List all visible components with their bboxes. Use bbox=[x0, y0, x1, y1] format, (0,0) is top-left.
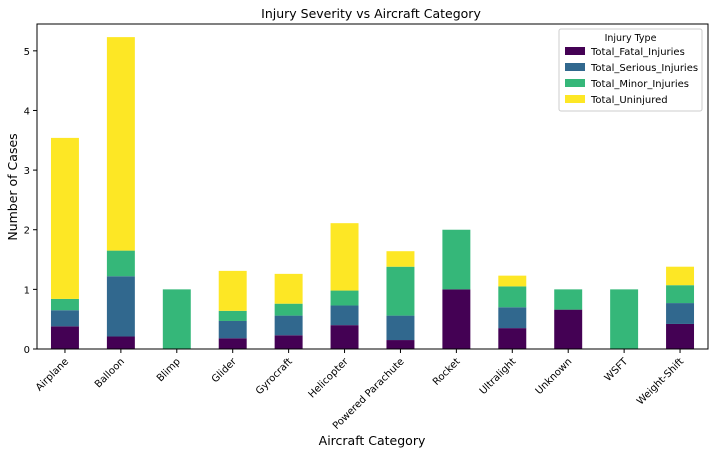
bar-segment bbox=[386, 315, 415, 341]
bar-segment bbox=[330, 290, 359, 306]
x-tick-label: Weight-Shift bbox=[635, 356, 686, 407]
legend-swatch bbox=[565, 95, 585, 103]
bar-segment bbox=[106, 276, 135, 337]
plot-frame bbox=[36, 23, 709, 350]
bar-segment bbox=[218, 338, 247, 349]
x-tick-label: Helicopter bbox=[307, 356, 352, 401]
y-tick-label: 3 bbox=[24, 166, 30, 177]
legend-label: Total_Uninjured bbox=[590, 95, 668, 106]
legend-swatch bbox=[565, 79, 585, 87]
bar-segment bbox=[498, 275, 527, 287]
bar-segment bbox=[106, 37, 135, 251]
bar-segment bbox=[50, 310, 79, 327]
y-tick-label: 4 bbox=[24, 106, 30, 117]
bar-segment bbox=[554, 289, 583, 310]
x-tick-label: Glider bbox=[210, 356, 240, 386]
bar-segment bbox=[330, 325, 359, 349]
bar-segment bbox=[218, 320, 247, 339]
legend-label: Total_Fatal_Injuries bbox=[590, 47, 685, 58]
bar-segment bbox=[274, 273, 303, 304]
bar-segment bbox=[386, 251, 415, 267]
bar-segment bbox=[50, 326, 79, 349]
x-axis-label: Aircraft Category bbox=[319, 433, 426, 448]
bar-segment bbox=[666, 266, 695, 286]
bar-segment bbox=[218, 310, 247, 321]
x-tick-label: Blimp bbox=[155, 356, 183, 384]
x-tick-label: Unknown bbox=[534, 356, 575, 397]
bar-segment bbox=[442, 289, 471, 349]
legend-title: Injury Type bbox=[605, 33, 657, 44]
bar-segment bbox=[666, 285, 695, 304]
x-tick-label: Gyrocraft bbox=[254, 356, 295, 397]
bar-segment bbox=[274, 335, 303, 349]
bar-segment bbox=[218, 270, 247, 311]
y-tick-label: 1 bbox=[24, 285, 30, 296]
legend-label: Total_Minor_Injuries bbox=[590, 79, 689, 90]
y-tick-label: 5 bbox=[24, 47, 30, 58]
bar-segment bbox=[50, 137, 79, 299]
legend: Injury Type Total_Fatal_Injuries Total_Ser… bbox=[558, 28, 703, 112]
bar-segment bbox=[386, 340, 415, 349]
y-axis-label: Number of Cases bbox=[5, 133, 20, 240]
bar-segment bbox=[666, 323, 695, 349]
bar-segment bbox=[274, 315, 303, 336]
x-tick-label: Balloon bbox=[93, 356, 127, 390]
bar-segment bbox=[386, 266, 415, 316]
bar-segment bbox=[330, 223, 359, 291]
y-axis: 0 1 2 3 4 5 bbox=[24, 47, 37, 356]
bar-segment bbox=[498, 286, 527, 308]
bars-group bbox=[50, 37, 695, 349]
bar-segment bbox=[106, 336, 135, 349]
x-tick-label: Ultralight bbox=[478, 356, 519, 397]
bar-segment bbox=[330, 305, 359, 326]
legend-box bbox=[558, 28, 703, 112]
bar-segment bbox=[442, 229, 471, 290]
bar-segment bbox=[498, 307, 527, 329]
y-tick-label: 2 bbox=[24, 226, 30, 237]
bar-segment bbox=[50, 298, 79, 311]
bar-segment bbox=[498, 328, 527, 349]
bar-segment bbox=[106, 250, 135, 277]
legend-swatch bbox=[565, 47, 585, 55]
legend-swatch bbox=[565, 63, 585, 71]
chart-title: Injury Severity vs Aircraft Category bbox=[261, 6, 481, 21]
legend-label: Total_Serious_Injuries bbox=[590, 63, 698, 74]
x-axis: Airplane Balloon Blimp Glider Gyrocraft Helic… bbox=[34, 349, 686, 432]
bar-segment bbox=[666, 303, 695, 324]
bar-segment bbox=[274, 303, 303, 316]
x-tick-label: WSFT bbox=[603, 356, 631, 384]
y-tick-label: 0 bbox=[24, 345, 30, 356]
x-tick-label: Airplane bbox=[34, 356, 71, 393]
x-tick-label: Rocket bbox=[431, 356, 463, 388]
bar-segment bbox=[162, 289, 191, 349]
bar-segment bbox=[610, 289, 639, 349]
bar-segment bbox=[554, 309, 583, 349]
